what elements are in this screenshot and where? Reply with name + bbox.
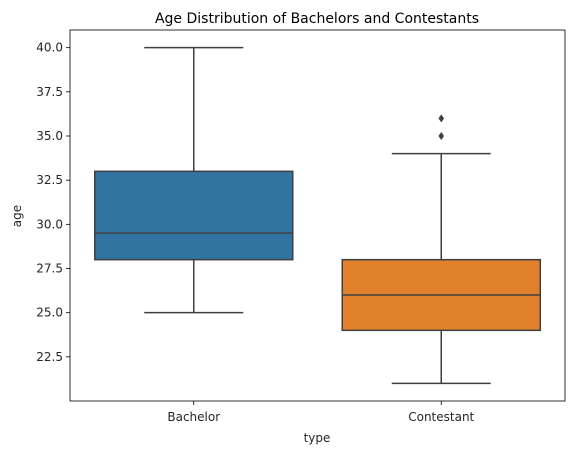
box-contestant <box>341 114 541 385</box>
outlier-point <box>438 114 445 123</box>
y-tick-label: 22.5 <box>36 350 63 364</box>
x-tick-label: Contestant <box>408 410 474 424</box>
y-tick-label: 37.5 <box>36 85 63 99</box>
y-tick-label: 27.5 <box>36 262 63 276</box>
x-tick-label: Bachelor <box>167 410 220 424</box>
y-tick-label: 25.0 <box>36 306 63 320</box>
outlier-point <box>438 132 445 140</box>
box-bachelor <box>94 46 294 314</box>
y-axis-label: age <box>10 205 24 227</box>
y-tick-label: 32.5 <box>36 173 63 187</box>
x-axis-label: type <box>304 431 331 445</box>
iqr-box <box>94 170 294 261</box>
chart-title: Age Distribution of Bachelors and Contes… <box>155 11 479 27</box>
y-tick-label: 30.0 <box>36 217 63 231</box>
y-tick-label: 35.0 <box>36 129 63 143</box>
y-tick-label: 40.0 <box>36 41 63 55</box>
plot-frame <box>69 29 566 402</box>
